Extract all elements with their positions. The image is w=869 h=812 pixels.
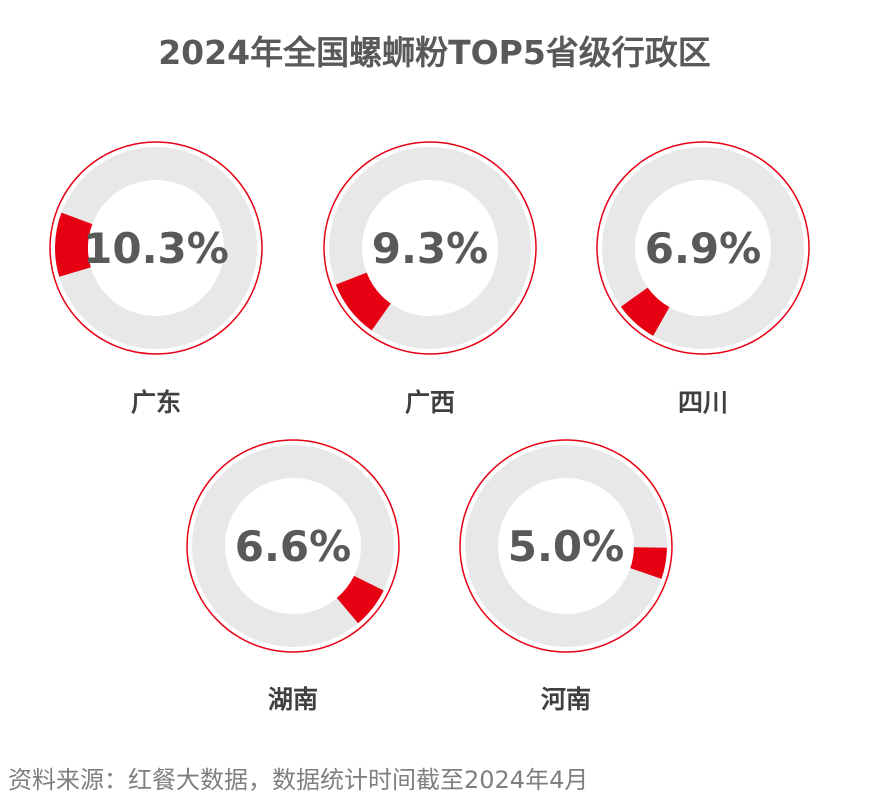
value-label: 6.6% — [235, 522, 351, 571]
value-label: 5.0% — [508, 522, 624, 571]
category-label: 四川 — [677, 388, 728, 417]
donut-segment — [620, 287, 670, 336]
donut-outline — [186, 439, 400, 653]
category-label: 河南 — [540, 685, 591, 714]
donut-track — [465, 445, 667, 647]
donut-segment — [630, 547, 667, 579]
category-label: 广西 — [404, 388, 455, 417]
category-label: 广东 — [130, 388, 181, 417]
source-note: 资料来源：红餐大数据，数据统计时间截至2024年4月 — [8, 766, 589, 794]
donut-segment — [335, 272, 391, 331]
value-label: 6.9% — [645, 224, 761, 273]
donut-outline — [596, 141, 810, 355]
donut-outline — [323, 141, 537, 355]
donut-outline — [49, 141, 263, 355]
value-label: 10.3% — [83, 224, 229, 273]
value-label: 9.3% — [372, 224, 488, 273]
donut-track — [192, 445, 394, 647]
donut-outline — [459, 439, 673, 653]
donut-segment — [336, 575, 384, 624]
donut-track — [329, 147, 531, 349]
donut-segment — [55, 212, 93, 277]
category-label: 湖南 — [267, 685, 318, 714]
chart-title: 2024年全国螺蛳粉TOP5省级行政区 — [158, 33, 711, 72]
donut-track — [602, 147, 804, 349]
